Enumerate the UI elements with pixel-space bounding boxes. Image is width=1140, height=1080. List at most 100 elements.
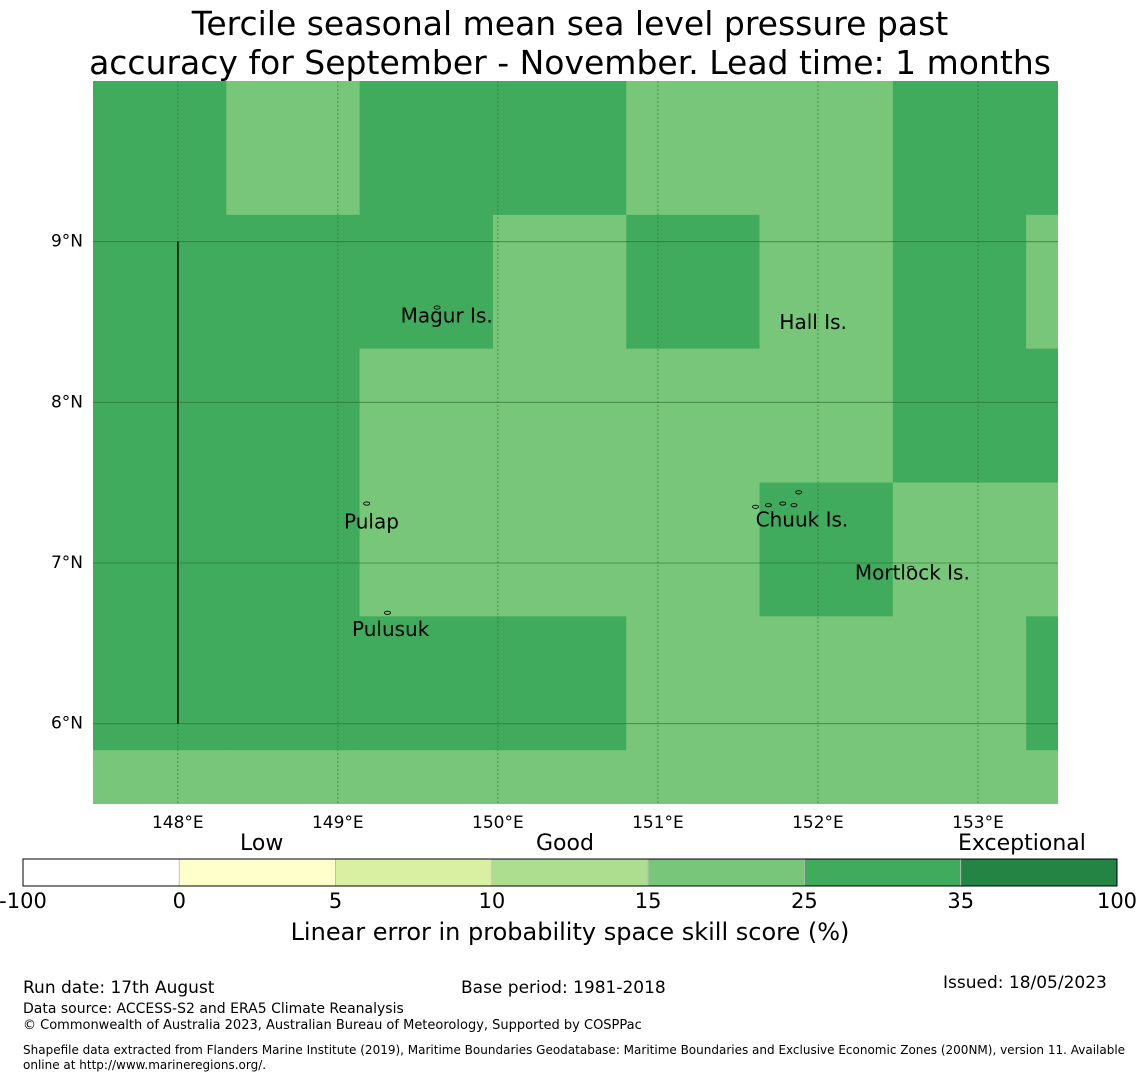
skill-cell: [359, 750, 494, 804]
colorbar-tick-label: 5: [329, 889, 342, 913]
skill-grid-cells: [93, 81, 1058, 804]
skill-cell: [759, 214, 894, 350]
category-label-good: Good: [536, 831, 594, 856]
skill-cell: [359, 616, 494, 751]
copyright: © Commonwealth of Australia 2023, Austra…: [23, 1018, 642, 1033]
island-outline: [795, 490, 803, 495]
skill-cell: [226, 81, 361, 216]
longitude-tick-label: 149°E: [312, 813, 364, 833]
place-labels: Magur Is. Hall Is. Pulap Chuuk Is. Mortlock …: [344, 304, 970, 641]
longitude-tick-label: 153°E: [952, 813, 1004, 833]
skill-cell: [226, 348, 361, 484]
colorbar-bin: [335, 858, 493, 887]
skill-cell: [626, 616, 761, 751]
latitude-tick-label: 9°N: [51, 232, 83, 252]
skill-cell: [1026, 616, 1058, 751]
base-period: Base period: 1981-2018: [461, 978, 666, 998]
place-label: Magur Is.: [401, 304, 493, 328]
skill-cell: [226, 482, 361, 617]
place-label: Pulusuk: [352, 617, 430, 641]
skill-cell: [626, 214, 761, 350]
skill-cell: [892, 482, 1027, 617]
colorbar-tick-label: 10: [478, 889, 505, 913]
skill-cell: [492, 348, 627, 484]
colorbar-tick-labels: -100 0 5 10 15 25 35 100: [0, 889, 1137, 913]
skill-cell: [93, 750, 227, 804]
colorbar-bin: [804, 858, 962, 887]
longitude-tick-labels: 148°E 149°E 150°E 151°E 152°E 153°E: [152, 813, 1004, 833]
island-outline: [790, 503, 798, 508]
colorbar-tick-label: 15: [635, 889, 662, 913]
skill-cell: [759, 750, 894, 804]
skill-cell: [1026, 750, 1058, 804]
skill-cell: [359, 214, 494, 350]
colorbar: -100 0 5 10 15 25 35 100: [0, 858, 1137, 913]
island-outlines: [363, 305, 915, 615]
skill-cell: [1026, 482, 1058, 617]
island-outline: [433, 305, 441, 310]
skill-cell: [93, 482, 227, 617]
island-outline: [384, 610, 391, 615]
skill-cell: [759, 348, 894, 484]
colorbar-bin: [960, 858, 1118, 887]
skill-cell: [759, 81, 894, 216]
longitude-tick-label: 148°E: [152, 813, 204, 833]
skill-cell: [492, 81, 627, 216]
colorbar-bin: [491, 858, 649, 887]
skill-cell: [626, 750, 761, 804]
data-source: Data source: ACCESS-S2 and ERA5 Climate …: [23, 1001, 404, 1017]
latitude-tick-label: 8°N: [51, 392, 83, 412]
colorbar-tick-label: 0: [173, 889, 186, 913]
shapefile-credit: Shapefile data extracted from Flanders M…: [23, 1043, 1126, 1072]
longitude-tick-label: 150°E: [472, 813, 524, 833]
colorbar-tick-label: -100: [0, 889, 47, 913]
skill-cell: [226, 214, 361, 350]
skill-cell: [492, 616, 627, 751]
skill-cell: [1026, 81, 1058, 216]
skill-map: Magur Is. Hall Is. Pulap Chuuk Is. Mortlock …: [51, 81, 1058, 833]
skill-cell: [359, 81, 494, 216]
run-date: Run date: 17th August: [23, 978, 215, 998]
map-title: Tercile seasonal mean sea level pressure…: [0, 4, 1140, 82]
skill-cell: [626, 348, 761, 484]
skill-cell: [359, 482, 494, 617]
skill-cell: [892, 616, 1027, 751]
colorbar-bins: [22, 858, 1118, 887]
island-outline: [752, 504, 759, 509]
skill-cell: [892, 750, 1027, 804]
skill-cell: [93, 348, 227, 484]
skill-cell: [892, 81, 1027, 216]
map-title-line-2: accuracy for September - November. Lead …: [89, 43, 1051, 82]
category-label-low: Low: [240, 831, 284, 856]
skill-cell: [226, 616, 361, 751]
colorbar-tick-label: 100: [1097, 889, 1137, 913]
skill-cell: [626, 81, 761, 216]
skill-cell: [93, 616, 227, 751]
skill-cell: [359, 348, 494, 484]
place-label: Hall Is.: [779, 310, 846, 334]
skill-cell: [93, 214, 227, 350]
skill-cell: [626, 482, 761, 617]
skill-cell: [93, 81, 227, 216]
place-label: Mortlock Is.: [855, 561, 970, 585]
issued-date: Issued: 18/05/2023: [943, 973, 1107, 993]
island-outline: [779, 501, 787, 506]
island-outline: [764, 503, 772, 508]
latitude-tick-labels: 9°N 8°N 7°N 6°N: [51, 232, 83, 734]
skill-cell: [892, 214, 1027, 350]
colorbar-bin: [22, 858, 180, 887]
colorbar-tick-label: 35: [947, 889, 974, 913]
skill-cell: [492, 214, 627, 350]
place-label: Chuuk Is.: [756, 508, 849, 532]
skill-cell: [892, 348, 1027, 484]
latitude-tick-label: 7°N: [51, 553, 83, 573]
colorbar-bin: [178, 858, 336, 887]
skill-cell: [1026, 214, 1058, 350]
island-outline: [363, 501, 371, 506]
skill-cell: [759, 616, 894, 751]
latitude-tick-label: 6°N: [51, 714, 83, 734]
longitude-tick-label: 151°E: [632, 813, 684, 833]
skill-cell: [492, 482, 627, 617]
colorbar-label: Linear error in probability space skill …: [290, 918, 850, 946]
category-label-exceptional: Exceptional: [958, 831, 1086, 856]
